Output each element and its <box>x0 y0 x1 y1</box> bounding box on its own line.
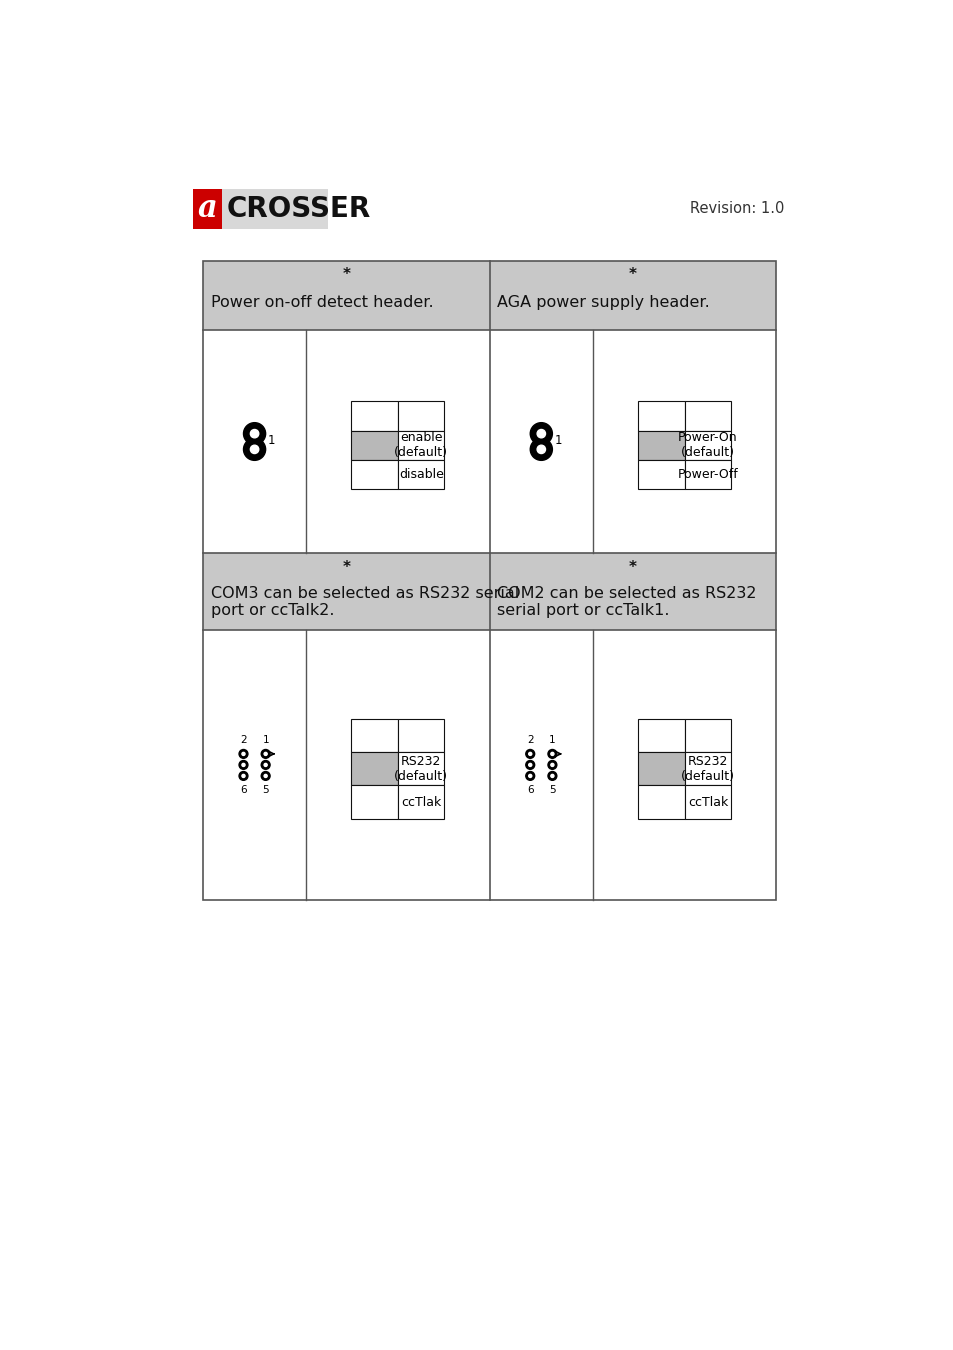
Circle shape <box>528 763 531 767</box>
Circle shape <box>250 446 258 454</box>
Text: RS232
(default): RS232 (default) <box>680 755 734 783</box>
Circle shape <box>537 429 545 437</box>
Circle shape <box>547 749 557 759</box>
Text: AGA power supply header.: AGA power supply header. <box>497 296 709 310</box>
Circle shape <box>242 752 245 756</box>
Circle shape <box>550 752 554 756</box>
Text: a: a <box>197 193 217 224</box>
Circle shape <box>239 749 248 759</box>
Circle shape <box>264 752 267 756</box>
Circle shape <box>550 763 554 767</box>
Text: 1: 1 <box>262 734 269 745</box>
Bar <box>638 431 684 460</box>
Circle shape <box>547 760 557 770</box>
Text: Power-Off: Power-Off <box>677 468 738 481</box>
Bar <box>397 460 444 489</box>
Bar <box>684 786 730 819</box>
Bar <box>351 752 397 786</box>
Bar <box>193 189 222 230</box>
Bar <box>351 431 397 460</box>
Text: 5: 5 <box>262 784 269 795</box>
Bar <box>638 752 684 786</box>
Circle shape <box>528 775 531 778</box>
Text: Power-On
(default): Power-On (default) <box>678 432 737 459</box>
Bar <box>351 718 397 752</box>
Circle shape <box>261 749 270 759</box>
Bar <box>397 718 444 752</box>
Bar <box>397 786 444 819</box>
Circle shape <box>530 423 552 444</box>
Bar <box>397 401 444 431</box>
Bar <box>638 786 684 819</box>
Bar <box>684 718 730 752</box>
Circle shape <box>261 771 270 780</box>
Bar <box>203 554 489 630</box>
Text: 2: 2 <box>526 734 533 745</box>
Circle shape <box>239 771 248 780</box>
Bar <box>489 261 776 329</box>
Text: *: * <box>342 267 350 282</box>
Text: Revision: 1.0: Revision: 1.0 <box>689 201 783 216</box>
Bar <box>203 261 776 899</box>
Bar <box>638 401 684 431</box>
Text: *: * <box>342 559 350 575</box>
Circle shape <box>242 775 245 778</box>
Circle shape <box>243 439 265 460</box>
Circle shape <box>261 760 270 770</box>
Text: RS232
(default): RS232 (default) <box>394 755 448 783</box>
Text: 6: 6 <box>240 784 247 795</box>
Text: *: * <box>628 267 637 282</box>
Circle shape <box>525 760 534 770</box>
Circle shape <box>550 775 554 778</box>
Bar <box>397 752 444 786</box>
Text: COM2 can be selected as RS232: COM2 can be selected as RS232 <box>497 586 756 601</box>
Circle shape <box>547 771 557 780</box>
Circle shape <box>250 429 258 437</box>
Bar <box>193 189 328 230</box>
Text: serial port or ccTalk1.: serial port or ccTalk1. <box>497 603 669 618</box>
Text: 2: 2 <box>240 734 247 745</box>
Bar <box>684 460 730 489</box>
Bar <box>638 460 684 489</box>
Bar <box>684 752 730 786</box>
Bar <box>203 261 489 329</box>
Circle shape <box>243 423 265 444</box>
Circle shape <box>537 446 545 454</box>
Text: Power on-off detect header.: Power on-off detect header. <box>211 296 433 310</box>
Circle shape <box>530 439 552 460</box>
Text: 1: 1 <box>554 435 561 447</box>
Text: 1: 1 <box>268 435 275 447</box>
Text: enable
(default): enable (default) <box>394 432 448 459</box>
Text: *: * <box>628 559 637 575</box>
Bar <box>351 401 397 431</box>
Bar <box>397 431 444 460</box>
Circle shape <box>525 749 534 759</box>
Text: 6: 6 <box>526 784 533 795</box>
Bar <box>351 460 397 489</box>
Text: COM3 can be selected as RS232 serial: COM3 can be selected as RS232 serial <box>211 586 518 601</box>
Text: 1: 1 <box>549 734 556 745</box>
Bar <box>684 401 730 431</box>
Bar <box>638 718 684 752</box>
Bar <box>351 786 397 819</box>
Circle shape <box>239 760 248 770</box>
Text: ccTlak: ccTlak <box>400 795 441 809</box>
Circle shape <box>528 752 531 756</box>
Bar <box>684 431 730 460</box>
Circle shape <box>242 763 245 767</box>
Text: 5: 5 <box>549 784 556 795</box>
Circle shape <box>525 771 534 780</box>
Bar <box>489 554 776 630</box>
Text: disable: disable <box>398 468 443 481</box>
Text: CROSSER: CROSSER <box>227 194 371 223</box>
Circle shape <box>264 763 267 767</box>
Text: ccTlak: ccTlak <box>687 795 727 809</box>
Text: port or ccTalk2.: port or ccTalk2. <box>211 603 334 618</box>
Circle shape <box>264 775 267 778</box>
